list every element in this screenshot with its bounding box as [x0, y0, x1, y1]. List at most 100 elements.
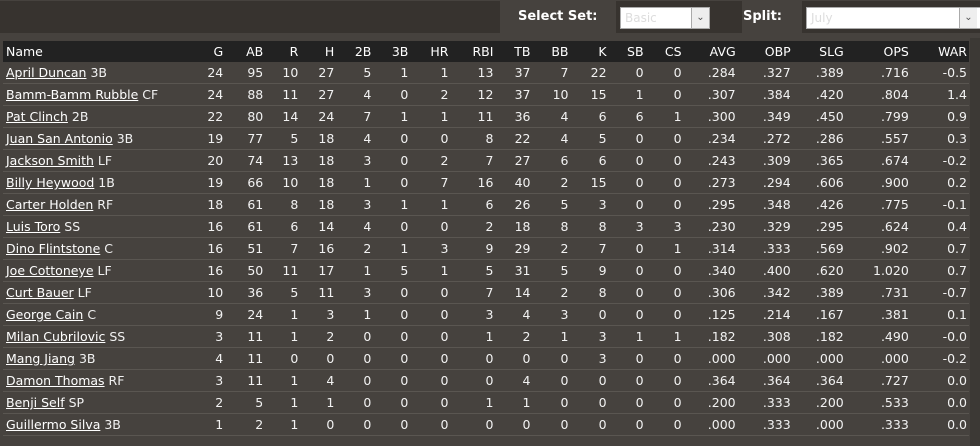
column-header-2b[interactable]: 2B	[336, 41, 374, 62]
stat-cell-2b: 0	[336, 413, 374, 436]
stat-cell-ab: 77	[225, 127, 266, 150]
chevron-down-icon[interactable]: ⌄	[691, 8, 709, 28]
player-link[interactable]: April Duncan	[6, 65, 87, 80]
stat-cell-ab: 95	[225, 62, 266, 84]
scrollbar[interactable]	[970, 38, 980, 446]
stat-cell-h: 11	[300, 281, 337, 304]
table-row: Juan San Antonio 3B 19 77 5 18 4 0 0 8 22 4 5 0 0.234…	[3, 127, 969, 150]
stat-cell-war: 0.4	[910, 215, 969, 238]
column-header-bb[interactable]: BB	[532, 41, 571, 62]
stat-cell-war: -0.2	[910, 149, 969, 172]
column-header-war[interactable]: WAR	[910, 41, 969, 62]
stat-cell-r: 8	[265, 193, 301, 216]
column-header-cs[interactable]: CS	[645, 41, 684, 62]
player-link[interactable]: George Cain	[6, 307, 84, 322]
stat-cell-ops: .000	[845, 347, 911, 370]
column-header-sb[interactable]: SB	[608, 41, 646, 62]
column-header-r[interactable]: R	[265, 41, 301, 62]
player-position: 1B	[98, 175, 115, 190]
stat-cell-bb: 0	[532, 347, 571, 370]
stat-cell-rbi: 1	[450, 391, 496, 414]
player-link[interactable]: Milan Cubrilovic	[6, 329, 106, 344]
player-link[interactable]: Bamm-Bamm Rubble	[6, 87, 139, 102]
player-link[interactable]: Billy Heywood	[6, 175, 95, 190]
stat-cell-ab: 74	[225, 149, 266, 172]
table-header: Name G AB R H 2B 3B HR RBI TB BB K SB CS AVG OBP SLG OPS W…	[3, 41, 969, 62]
stat-cell-war: 0.0	[910, 413, 969, 436]
split-dropdown[interactable]: July ⌄	[806, 7, 980, 29]
column-header-hr[interactable]: HR	[410, 41, 451, 62]
stat-cell-tb: 36	[495, 105, 533, 128]
player-link[interactable]: Guillermo Silva	[6, 417, 101, 432]
column-header-h[interactable]: H	[300, 41, 337, 62]
stat-cell-ab: 88	[225, 83, 266, 106]
player-link[interactable]: Mang Jiang	[6, 351, 75, 366]
column-header-rbi[interactable]: RBI	[450, 41, 496, 62]
player-cell: Curt Bauer LF	[3, 281, 191, 304]
player-link[interactable]: Joe Cottoneye	[6, 263, 94, 278]
stat-cell-obp: .309	[737, 149, 793, 172]
column-header-ops[interactable]: OPS	[845, 41, 911, 62]
stat-cell-g: 1	[190, 413, 226, 436]
stat-cell-r: 1	[265, 303, 301, 326]
column-header-tb[interactable]: TB	[495, 41, 533, 62]
player-link[interactable]: Pat Clinch	[6, 109, 68, 124]
stat-cell-tb: 18	[495, 215, 533, 238]
player-link[interactable]: Dino Flintstone	[6, 241, 101, 256]
stat-cell-2b: 3	[336, 281, 374, 304]
player-link[interactable]: Juan San Antonio	[6, 131, 113, 146]
player-cell: Juan San Antonio 3B	[3, 127, 191, 150]
stat-cell-3b: 1	[373, 237, 411, 260]
stat-cell-3b: 1	[373, 62, 411, 84]
column-header-k[interactable]: K	[570, 41, 609, 62]
column-header-3b[interactable]: 3B	[373, 41, 411, 62]
player-link[interactable]: Damon Thomas	[6, 373, 105, 388]
select-set-dropdown[interactable]: Basic ⌄	[620, 7, 710, 29]
stat-cell-k: 9	[570, 259, 609, 282]
stat-cell-ops: .727	[845, 369, 911, 392]
chevron-down-icon[interactable]: ⌄	[959, 8, 977, 28]
stat-cell-k: 8	[570, 281, 609, 304]
stat-cell-slg: .389	[792, 281, 846, 304]
stat-cell-war: 0.7	[910, 259, 969, 282]
column-header-avg[interactable]: AVG	[683, 41, 738, 62]
stat-cell-r: 11	[265, 83, 301, 106]
player-cell: Benji Self SP	[3, 391, 191, 414]
stat-cell-k: 0	[570, 303, 609, 326]
stat-cell-g: 24	[190, 83, 226, 106]
column-header-name[interactable]: Name	[3, 41, 191, 62]
stat-cell-ops: .804	[845, 83, 911, 106]
stat-cell-3b: 0	[373, 413, 411, 436]
stat-cell-slg: .420	[792, 83, 846, 106]
stat-cell-rbi: 8	[450, 127, 496, 150]
stat-cell-r: 11	[265, 259, 301, 282]
stat-cell-rbi: 3	[450, 303, 496, 326]
stat-cell-cs: 0	[645, 369, 684, 392]
stat-cell-avg: .307	[683, 83, 738, 106]
column-header-ab[interactable]: AB	[225, 41, 266, 62]
stat-cell-tb: 37	[495, 62, 533, 84]
stat-cell-tb: 26	[495, 193, 533, 216]
stats-table: Name G AB R H 2B 3B HR RBI TB BB K SB CS AVG OBP SLG OPS W…	[3, 41, 969, 436]
player-link[interactable]: Luis Toro	[6, 219, 61, 234]
stat-cell-ab: 51	[225, 237, 266, 260]
column-header-slg[interactable]: SLG	[792, 41, 846, 62]
stat-cell-3b: 0	[373, 303, 411, 326]
table-row: Damon Thomas RF 3 11 1 4 0 0 0 0 4 0 0 0 0.364.364.36…	[3, 369, 969, 392]
player-link[interactable]: Carter Holden	[6, 197, 94, 212]
table-row: Pat Clinch 2B 22 80 14 24 7 1 1 11 36 4 6 6 1.300.349…	[3, 105, 969, 128]
column-header-obp[interactable]: OBP	[737, 41, 793, 62]
player-link[interactable]: Curt Bauer	[6, 285, 74, 300]
stat-cell-war: 1.4	[910, 83, 969, 106]
player-link[interactable]: Jackson Smith	[6, 153, 94, 168]
select-set-value: Basic	[625, 11, 657, 25]
stat-cell-sb: 0	[608, 62, 646, 84]
column-header-g[interactable]: G	[190, 41, 226, 62]
stat-cell-k: 5	[570, 127, 609, 150]
stat-cell-obp: .308	[737, 325, 793, 348]
player-link[interactable]: Benji Self	[6, 395, 65, 410]
stat-cell-war: 0.7	[910, 237, 969, 260]
stat-cell-h: 2	[300, 325, 337, 348]
toolbar-panel	[0, 1, 500, 33]
stat-cell-ab: 5	[225, 391, 266, 414]
